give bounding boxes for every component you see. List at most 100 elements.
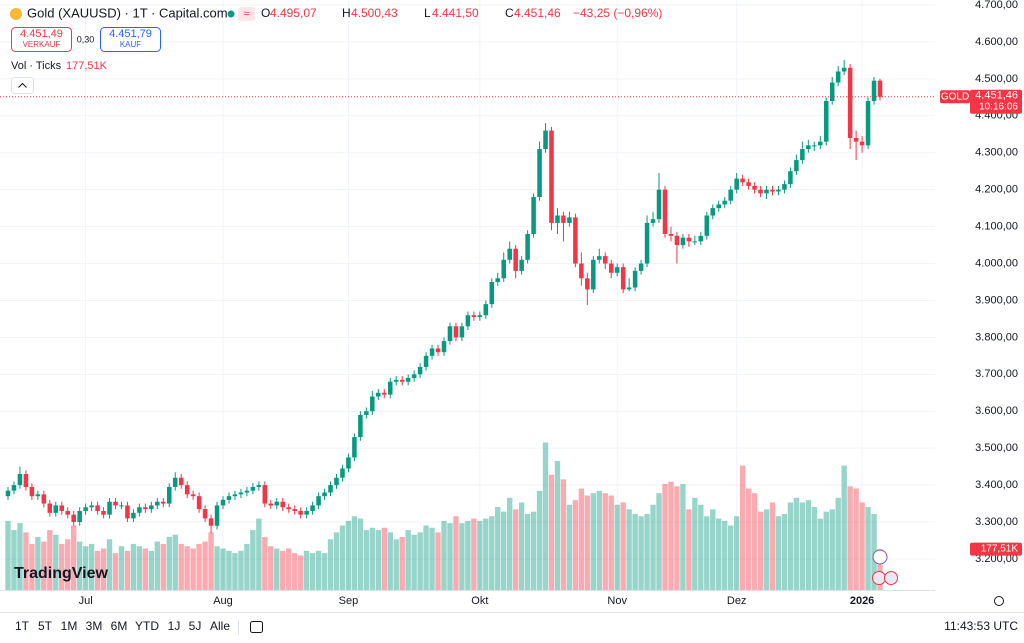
candle-body [662, 189, 668, 234]
candle-body [435, 348, 441, 353]
x-tick-label: 2026 [850, 595, 874, 607]
volume-bar [35, 536, 41, 590]
candle-body [764, 189, 769, 194]
volume-bar [399, 536, 405, 590]
candle-body [274, 501, 280, 506]
candle-body [614, 267, 620, 273]
candle-body [280, 501, 286, 508]
candle-body [591, 259, 596, 290]
candle-body [328, 485, 333, 493]
price-change: −43,25 (−0,96%) [573, 6, 662, 20]
candle-body [77, 510, 82, 523]
x-tick-label: Aug [213, 595, 233, 607]
volume-bar [291, 553, 298, 590]
range-button[interactable]: Alle [210, 619, 230, 633]
candle-body [298, 510, 303, 515]
price-tag-timer: 10:16:06 [979, 101, 1018, 112]
volume-bar [65, 539, 71, 590]
y-tick-label: 3.500,00 [975, 442, 1018, 454]
symbol-icon [10, 8, 22, 20]
range-button[interactable]: 1J [168, 619, 181, 633]
volume-bar [112, 553, 119, 590]
candle-body [232, 494, 238, 497]
y-tick-label: 4.200,00 [975, 184, 1018, 196]
event-flag[interactable] [884, 571, 898, 585]
volume-bar [465, 520, 471, 590]
event-icon[interactable] [872, 549, 888, 565]
candle-body [256, 485, 262, 487]
volume-bar [447, 523, 453, 590]
candle-body [698, 235, 704, 242]
candle-body [752, 185, 757, 190]
volume-bar [751, 493, 758, 590]
volume-bar [698, 504, 704, 590]
range-button[interactable]: 3M [86, 619, 103, 633]
volume-bar [590, 493, 597, 590]
volume-bar [160, 543, 166, 590]
candle-body [722, 200, 727, 205]
candle-body [113, 501, 118, 506]
candle-body [829, 82, 835, 102]
range-button[interactable]: 5T [38, 619, 53, 633]
volume-bar [106, 539, 113, 590]
volume-bar [787, 502, 794, 590]
y-tick-label: 3.800,00 [975, 331, 1018, 343]
candle-body [405, 378, 411, 382]
candle-body [184, 485, 190, 495]
y-tick-label: 3.900,00 [975, 294, 1018, 306]
candle-body [597, 256, 602, 260]
candle-body [172, 477, 178, 487]
candle-body [519, 259, 524, 271]
volume-bar [769, 502, 776, 590]
volume-bar [393, 539, 399, 590]
collapse-button[interactable] [11, 77, 34, 94]
candle-body [734, 178, 739, 190]
y-tick-label: 3.700,00 [975, 368, 1018, 380]
candle-body [202, 509, 208, 519]
candle-body [59, 505, 65, 511]
settings-icon[interactable] [994, 596, 1004, 606]
volume-bar [626, 509, 632, 590]
range-button[interactable]: 1M [61, 619, 78, 633]
volume-bar [793, 497, 800, 590]
candle-body [865, 101, 871, 146]
ohlc-value: 4.441,50 [432, 6, 479, 20]
candle-body [501, 259, 506, 279]
symbol-tag [940, 90, 970, 104]
volume-layer [5, 442, 883, 590]
volume-bar [333, 532, 340, 590]
candle-body [5, 490, 11, 497]
candle-body [268, 503, 274, 506]
volume-legend: Vol · Ticks [11, 60, 62, 72]
range-button[interactable]: 1T [15, 619, 30, 633]
y-tick-label: 3.600,00 [975, 405, 1018, 417]
sell-button[interactable] [11, 27, 72, 52]
range-button[interactable]: YTD [135, 619, 159, 633]
candle-body [161, 501, 166, 504]
candle-body [841, 67, 847, 72]
volume-bar [512, 509, 519, 590]
candle-body [686, 237, 692, 242]
candle-body [561, 215, 566, 223]
y-tick-label: 3.200,00 [975, 553, 1018, 565]
buy-button[interactable] [100, 27, 161, 52]
volume-bar [41, 541, 47, 590]
candle-body [250, 486, 256, 491]
volume-bar [411, 534, 417, 590]
date-range-button[interactable] [250, 621, 263, 633]
volume-bar [608, 495, 614, 590]
candle-body [716, 204, 722, 209]
event-flag[interactable] [872, 571, 886, 585]
volume-bar [339, 525, 346, 590]
volume-bar [614, 504, 620, 590]
candle-body [650, 219, 656, 223]
volume-bar [184, 546, 190, 590]
range-button[interactable]: 6M [111, 619, 128, 633]
volume-bar [811, 507, 817, 590]
candle-body [507, 248, 512, 260]
range-button[interactable]: 5J [189, 619, 202, 633]
symbol-title[interactable]: Gold (XAUUSD) · 1T · Capital.com [27, 5, 228, 20]
price-tag-value: 4.451,46 [975, 90, 1018, 102]
candle-body [853, 137, 859, 142]
